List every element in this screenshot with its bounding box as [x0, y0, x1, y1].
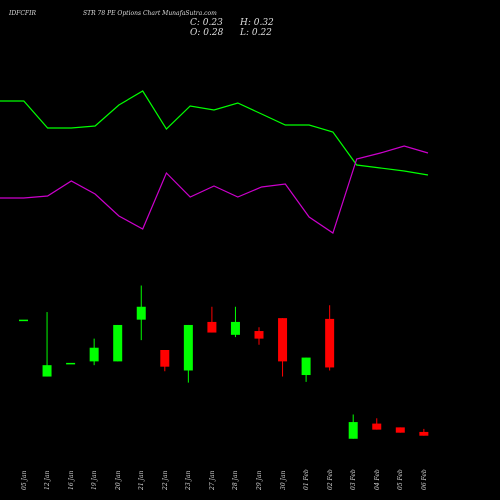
x-tick-label: 30 Jan	[279, 470, 287, 490]
chart-description: STR 78 PE Options Chart MunafaSutra.com	[83, 10, 217, 17]
close-value: C: 0.23	[190, 18, 223, 28]
x-tick-label: 05 Feb	[397, 469, 405, 490]
high-value: H: 0.32	[240, 18, 274, 28]
x-tick-label: 04 Feb	[373, 469, 381, 490]
x-tick-label: 02 Feb	[326, 469, 334, 490]
candle-body	[419, 431, 429, 436]
x-tick-label: 01 Feb	[303, 469, 311, 490]
candle-body	[66, 362, 76, 365]
candle-body	[301, 357, 311, 376]
low-value: L: 0.22	[240, 28, 272, 38]
x-tick-label: 28 Jan	[232, 470, 240, 490]
x-tick-label: 19 Jan	[91, 470, 99, 490]
candle-body	[230, 321, 240, 335]
x-tick-label: 29 Jan	[256, 470, 263, 490]
candles-group	[19, 285, 429, 439]
x-tick-label: 22 Jan	[161, 470, 169, 490]
x-tick-label: 23 Jan	[185, 470, 193, 490]
candle-body	[113, 324, 123, 362]
x-tick-label: 20 Jan	[114, 470, 122, 490]
x-tick-label: 03 Feb	[350, 469, 358, 490]
candle-body	[254, 331, 264, 339]
x-tick-label: 12 Jan	[44, 470, 52, 490]
x-tick-label: 21 Jan	[138, 470, 146, 490]
open-value: O: 0.28	[190, 28, 224, 38]
candle-body	[42, 365, 52, 377]
candle-body	[136, 306, 146, 320]
x-tick-label: 06 Feb	[420, 469, 428, 490]
candle-body	[89, 347, 99, 362]
green-indicator-line	[0, 90, 429, 176]
x-tick-label: 27 Jan	[208, 470, 216, 490]
x-tick-label: 05 Jan	[20, 470, 28, 490]
magenta-indicator-line	[0, 145, 429, 234]
candle-body	[372, 423, 382, 430]
candle-body	[278, 318, 288, 362]
candle-body	[183, 324, 193, 371]
candle-body	[395, 427, 405, 433]
candle-body	[160, 350, 170, 367]
candle-body	[19, 319, 28, 322]
symbol-label: IDFCFIR	[9, 10, 36, 17]
candle-body	[325, 318, 335, 368]
candle-body	[348, 422, 358, 439]
candle-body	[207, 321, 217, 333]
x-tick-label: 16 Jan	[67, 470, 75, 490]
